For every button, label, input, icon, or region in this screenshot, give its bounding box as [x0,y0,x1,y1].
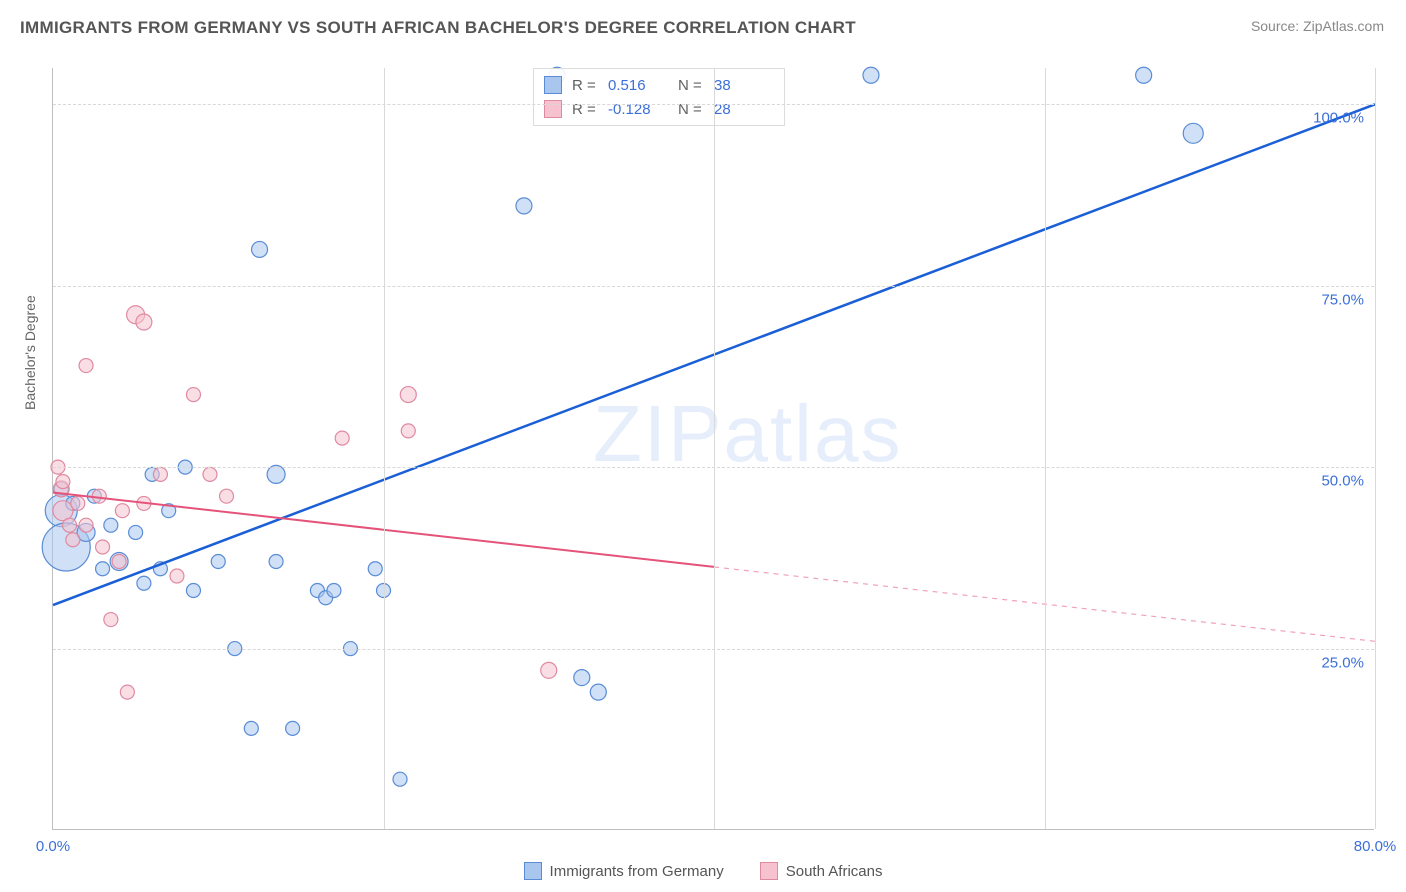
data-point [71,496,85,510]
data-point [244,721,258,735]
data-point [104,613,118,627]
legend-swatch [760,862,778,880]
data-point [129,525,143,539]
data-point [92,489,106,503]
legend-label: South Africans [786,863,883,880]
data-point [286,721,300,735]
data-point [1136,67,1152,83]
source-label: Source: ZipAtlas.com [1251,18,1384,34]
n-value: 38 [714,77,774,94]
data-point [335,431,349,445]
data-point [79,359,93,373]
series-legend: Immigrants from Germany South Africans [0,862,1406,880]
data-point [115,504,129,518]
v-rule [1045,68,1046,829]
data-point [401,424,415,438]
y-tick-label: 75.0% [1321,291,1364,308]
data-point [516,198,532,214]
data-point [220,489,234,503]
legend-swatch [544,100,562,118]
data-point [327,584,341,598]
r-value: 0.516 [608,77,668,94]
n-label: N = [678,101,704,118]
legend-row: R = 0.516 N = 38 [544,73,774,97]
data-point [211,554,225,568]
chart-title: IMMIGRANTS FROM GERMANY VS SOUTH AFRICAN… [20,18,856,38]
data-point [79,518,93,532]
y-axis-label: Bachelor's Degree [22,295,38,410]
legend-swatch [544,76,562,94]
v-rule [1375,68,1376,829]
data-point [153,467,167,481]
data-point [269,554,283,568]
data-point [66,533,80,547]
correlation-legend: R = 0.516 N = 38 R = -0.128 N = 28 [533,68,785,126]
data-point [120,685,134,699]
legend-label: Immigrants from Germany [550,863,724,880]
r-label: R = [572,77,598,94]
data-point [56,475,70,489]
y-tick-label: 50.0% [1321,473,1364,490]
data-point [1183,123,1203,143]
chart-container: IMMIGRANTS FROM GERMANY VS SOUTH AFRICAN… [0,0,1406,892]
data-point [96,562,110,576]
x-tick-label: 80.0% [1354,838,1397,855]
data-point [400,387,416,403]
data-point [863,67,879,83]
n-label: N = [678,77,704,94]
data-point [574,670,590,686]
data-point [112,554,126,568]
data-point [186,388,200,402]
data-point [137,576,151,590]
v-rule [384,68,385,829]
legend-item: South Africans [760,862,883,880]
data-point [96,540,110,554]
y-tick-label: 100.0% [1313,110,1364,127]
legend-swatch [524,862,542,880]
r-label: R = [572,101,598,118]
data-point [203,467,217,481]
data-point [590,684,606,700]
data-point [393,772,407,786]
data-point [541,662,557,678]
data-point [368,562,382,576]
data-point [170,569,184,583]
data-point [104,518,118,532]
data-point [252,241,268,257]
data-point [186,584,200,598]
n-value: 28 [714,101,774,118]
x-tick-label: 0.0% [36,838,70,855]
data-point [136,314,152,330]
v-rule [714,68,715,829]
y-tick-label: 25.0% [1321,654,1364,671]
legend-item: Immigrants from Germany [524,862,724,880]
r-value: -0.128 [608,101,668,118]
data-point [63,518,77,532]
plot-area: ZIPatlas R =0.516N =38R =-0.128N =28 25.… [52,68,1374,830]
legend-row: R = -0.128 N = 28 [544,97,774,121]
